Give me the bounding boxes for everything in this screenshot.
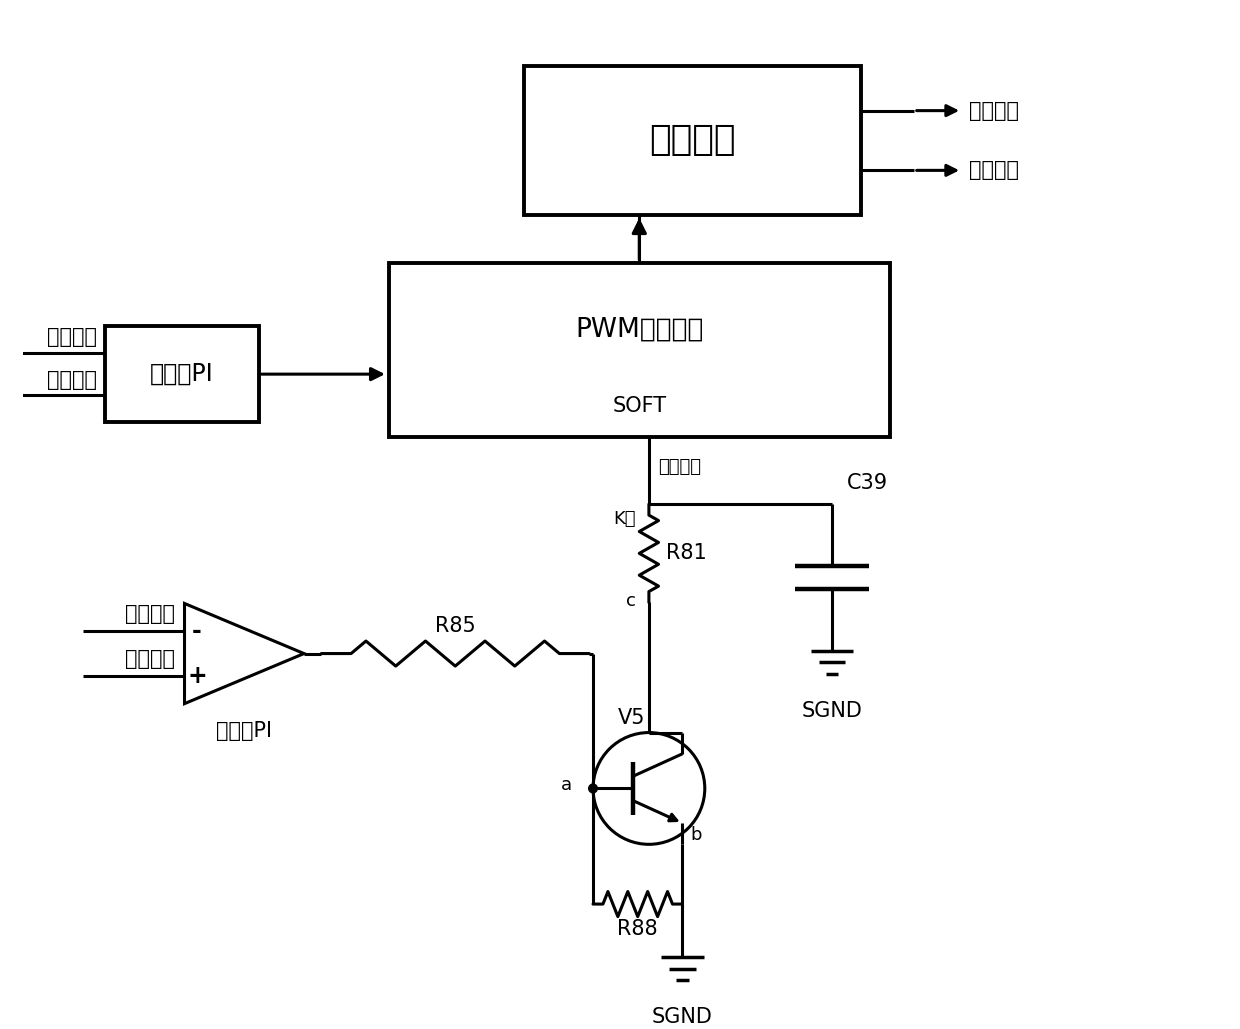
Text: R88: R88 [618,920,658,939]
Text: K级: K级 [613,510,635,528]
Text: 电流环PI: 电流环PI [216,720,273,741]
Text: R81: R81 [666,543,707,563]
Text: +: + [187,664,207,688]
Text: C39: C39 [847,472,888,493]
Bar [389,263,890,436]
Text: R85: R85 [435,616,476,636]
Text: a: a [560,776,572,793]
Text: 功率电路: 功率电路 [649,123,735,157]
Text: 限流基准: 限流基准 [125,604,175,625]
Bar [523,66,861,215]
Text: 电压采样: 电压采样 [968,101,1019,120]
Text: c: c [625,592,635,609]
Text: SGND: SGND [801,701,862,720]
Text: b: b [691,825,702,844]
Text: -: - [192,619,202,643]
Text: 电压环PI: 电压环PI [150,362,213,386]
Text: 电流采样: 电流采样 [968,161,1019,180]
Text: V5: V5 [619,708,646,728]
Circle shape [589,784,598,792]
Bar [104,326,259,422]
Text: 软启动脚: 软启动脚 [658,458,702,476]
Text: 电流采样: 电流采样 [125,649,175,669]
Text: 电压采样: 电压采样 [47,369,97,390]
Text: 电压基准: 电压基准 [47,327,97,347]
Text: SGND: SGND [652,1007,713,1027]
Text: SOFT: SOFT [613,395,666,416]
Text: PWM控制芯片: PWM控制芯片 [575,316,703,343]
